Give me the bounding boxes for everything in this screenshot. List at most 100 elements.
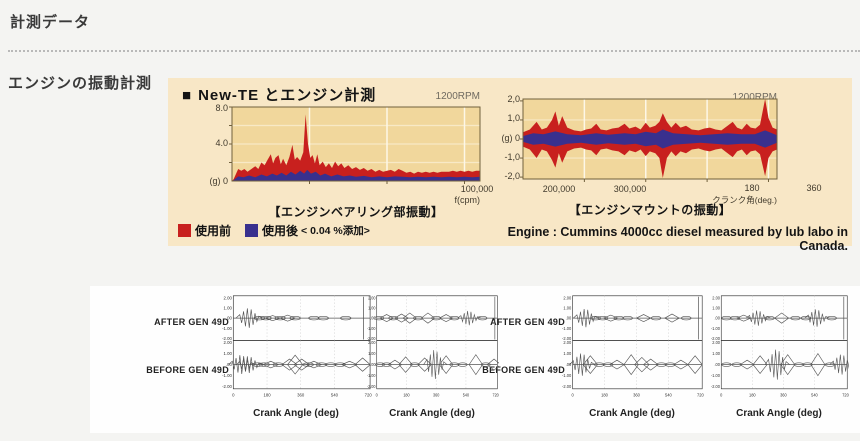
svg-text:.00: .00: [370, 362, 376, 367]
svg-text:2.00: 2.00: [563, 340, 572, 345]
gen49d-chart-column-2: 2.00 1.00.00 -1.00 -2.00 2.00 1.00.00 -1.00 -2.…: [365, 292, 499, 404]
svg-text:-2.00: -2.00: [367, 336, 376, 341]
page-title: 計測データ: [10, 14, 91, 31]
section-title: エンジンの振動計測: [8, 75, 153, 92]
svg-text:2.00: 2.00: [368, 295, 376, 300]
gen49d-chart-column-1: 2.00 1.00.00 -1.00 -2.00 2.00 1.00.00 -1.00 -2.…: [220, 292, 372, 404]
svg-text:540: 540: [331, 392, 339, 397]
mount-xtick-360: 360: [806, 183, 822, 193]
svg-text:.00: .00: [226, 362, 233, 367]
gen49d-chart-column-4: 2.00 1.00.00 -1.00 -2.00 2.00 1.00.00 -1.00 -2.…: [709, 292, 849, 404]
bearing-xtick-300000: 300,000: [613, 184, 647, 194]
gen49d-chart-column-3: 2.00 1.00.00 -1.00 -2.00 2.00 1.00.00 -1.00 -2.…: [560, 292, 704, 404]
red-swatch-icon: [178, 223, 191, 237]
svg-text:1.00: 1.00: [712, 305, 720, 310]
bearing-xtick-100000: 100,000: [460, 184, 494, 194]
crank-angle-label-3: Crank Angle (deg): [589, 408, 675, 419]
crank-angle-label-1: Crank Angle (deg): [253, 408, 339, 419]
bearing-vibration-chart: [229, 106, 481, 184]
measurement-panel: ■ New-TE とエンジン計測 1200RPM 1200RPM 8.0 4.0 …: [168, 78, 852, 253]
after-gen49d-label-1: AFTER GEN 49D: [154, 317, 229, 327]
svg-text:.00: .00: [370, 315, 376, 320]
svg-text:2.00: 2.00: [224, 295, 233, 300]
svg-text:-1.00: -1.00: [367, 326, 376, 331]
svg-text:0: 0: [571, 392, 574, 397]
svg-text:1.00: 1.00: [563, 305, 572, 310]
engine-note: Engine : Cummins 4000cc diesel measured …: [507, 225, 848, 253]
svg-text:-1.00: -1.00: [367, 373, 376, 378]
svg-text:0: 0: [720, 392, 723, 397]
svg-text:1.00: 1.00: [368, 351, 376, 356]
svg-text:2.00: 2.00: [224, 340, 233, 345]
panel-heading: ■ New-TE とエンジン計測: [182, 84, 376, 105]
svg-text:180: 180: [263, 392, 271, 397]
svg-text:-2.00: -2.00: [222, 336, 232, 341]
svg-text:720: 720: [842, 392, 849, 397]
svg-text:180: 180: [601, 392, 608, 397]
svg-text:540: 540: [463, 392, 470, 397]
mount-ytick-m1: -1,0: [504, 152, 520, 162]
svg-text:-2.00: -2.00: [562, 336, 572, 341]
svg-text:-1.00: -1.00: [562, 373, 572, 378]
svg-text:360: 360: [780, 392, 787, 397]
legend-note: < 0.04 %添加>: [301, 224, 370, 237]
svg-text:-1.00: -1.00: [562, 326, 572, 331]
svg-text:360: 360: [433, 392, 440, 397]
caption-mount: 【エンジンマウントの振動】: [568, 203, 732, 217]
legend: 使用前 使用後 < 0.04 %添加>: [178, 222, 370, 238]
bearing-xtick-200000: 200,000: [542, 184, 576, 194]
mount-xtick-540: 540: [846, 183, 860, 193]
svg-text:-1.00: -1.00: [222, 326, 232, 331]
rpm-label-mount: 1200RPM: [732, 92, 777, 103]
mount-ytick-2: 2,0: [507, 94, 520, 104]
blue-swatch-icon: [245, 223, 259, 237]
bearing-xaxis-label: f(cpm): [454, 195, 481, 205]
svg-text:-2.00: -2.00: [711, 336, 721, 341]
svg-text:180: 180: [749, 392, 756, 397]
gen49d-scan-block: AFTER GEN 49D BEFORE GEN 49D AFTER GEN 4…: [90, 286, 860, 433]
svg-text:360: 360: [297, 392, 305, 397]
svg-text:540: 540: [811, 392, 818, 397]
svg-text:1.00: 1.00: [224, 305, 233, 310]
svg-text:180: 180: [403, 392, 410, 397]
svg-text:1.00: 1.00: [563, 351, 572, 356]
caption-bearing: 【エンジンベアリング部振動】: [268, 205, 444, 219]
svg-text:1.00: 1.00: [368, 305, 376, 310]
mount-ytick-1: 1,0: [507, 113, 520, 123]
mount-xtick-180: 180: [744, 183, 760, 193]
svg-text:2.00: 2.00: [712, 340, 720, 345]
svg-text:.00: .00: [566, 362, 572, 367]
after-gen49d-label-2: AFTER GEN 49D: [490, 317, 565, 327]
svg-text:.00: .00: [714, 362, 720, 367]
mount-vibration-chart: [520, 98, 778, 182]
svg-text:.00: .00: [566, 316, 572, 321]
svg-text:.00: .00: [226, 316, 233, 321]
svg-text:.00: .00: [714, 315, 720, 320]
svg-text:-1.00: -1.00: [711, 326, 721, 331]
svg-text:2.00: 2.00: [368, 340, 376, 345]
svg-text:2.00: 2.00: [712, 295, 720, 300]
legend-label-after: 使用後: [262, 223, 299, 238]
svg-text:720: 720: [493, 392, 499, 397]
svg-text:720: 720: [365, 392, 372, 397]
panel-heading-text: New-TE とエンジン計測: [198, 87, 377, 104]
crank-angle-label-4: Crank Angle (deg): [736, 408, 822, 419]
square-bullet-icon: ■: [182, 87, 193, 104]
svg-text:360: 360: [633, 392, 640, 397]
dotted-divider: [8, 50, 860, 52]
mount-ytick-m2: -2,0: [504, 171, 520, 181]
svg-text:0: 0: [376, 392, 379, 397]
svg-text:2.00: 2.00: [563, 295, 572, 300]
svg-text:-2.00: -2.00: [367, 384, 376, 389]
svg-text:-2.00: -2.00: [222, 384, 232, 389]
svg-text:1.00: 1.00: [712, 351, 720, 356]
mount-xaxis-label: クランク角(deg.): [712, 195, 777, 205]
legend-label-before: 使用前: [195, 223, 232, 238]
bearing-ytick-8: 8.0: [215, 103, 228, 113]
bearing-ytick-4: 4.0: [215, 138, 228, 148]
svg-text:-1.00: -1.00: [222, 373, 232, 378]
svg-text:-2.00: -2.00: [711, 384, 721, 389]
svg-text:0: 0: [232, 392, 235, 397]
svg-text:1.00: 1.00: [224, 351, 233, 356]
bearing-ytick-0: (g) 0: [209, 176, 228, 186]
